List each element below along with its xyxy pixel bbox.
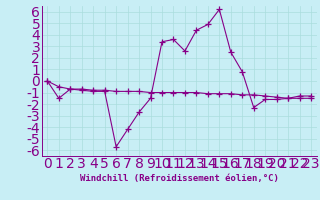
X-axis label: Windchill (Refroidissement éolien,°C): Windchill (Refroidissement éolien,°C)	[80, 174, 279, 183]
